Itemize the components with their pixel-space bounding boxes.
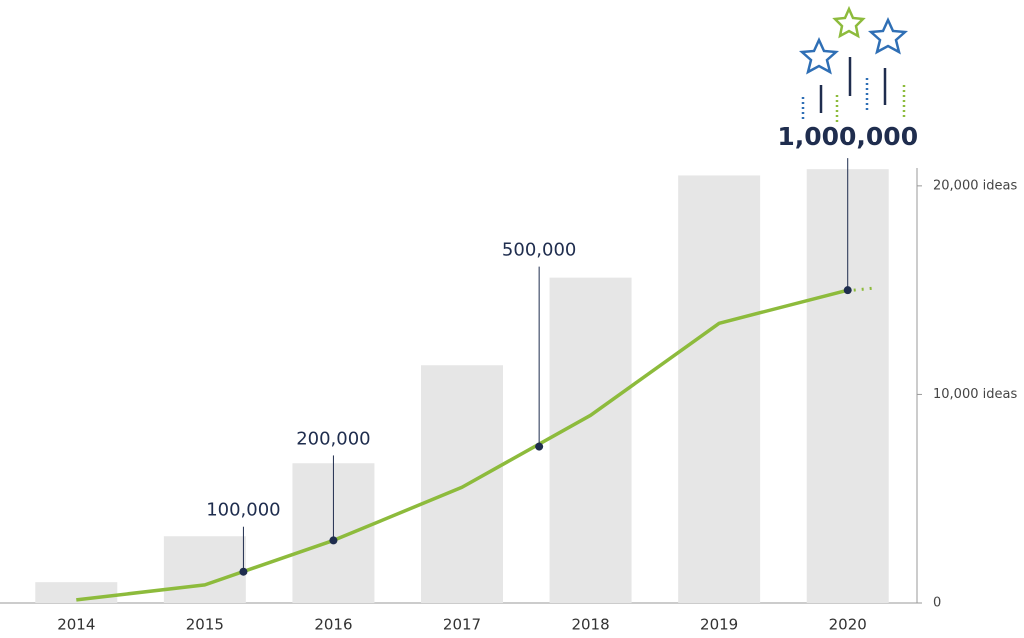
- bar: [163, 536, 246, 603]
- bar: [549, 277, 632, 603]
- bar: [678, 175, 761, 603]
- milestone-point: [239, 567, 248, 576]
- bar: [35, 582, 118, 603]
- x-tick-label: 2015: [186, 616, 224, 634]
- x-tick-label: 2014: [57, 616, 95, 634]
- milestone-label: 200,000: [296, 428, 370, 449]
- y-tick-label: 0: [933, 596, 941, 611]
- milestone-point: [535, 442, 544, 451]
- milestone-label: 1,000,000: [777, 122, 918, 151]
- line-extension: [853, 286, 874, 292]
- line: [76, 288, 849, 602]
- milestone-point: [843, 286, 852, 295]
- stars-decoration: [798, 5, 909, 122]
- milestone-label: 500,000: [502, 240, 576, 261]
- x-tick-label: 2018: [571, 616, 609, 634]
- milestone-point: [329, 536, 338, 545]
- x-tick-label: 2017: [443, 616, 481, 634]
- x-tick-label: 2019: [700, 616, 738, 634]
- y-tick-label: 20,000 ideas: [933, 178, 1017, 193]
- y-tick-label: 10,000 ideas: [933, 387, 1017, 402]
- x-tick-label: 2016: [314, 616, 352, 634]
- milestone-label: 100,000: [206, 500, 280, 521]
- x-tick-label: 2020: [829, 616, 867, 634]
- bar: [421, 365, 503, 603]
